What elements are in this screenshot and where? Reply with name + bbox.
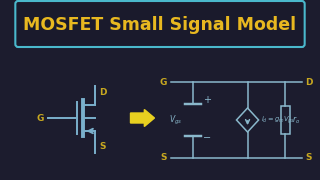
FancyArrow shape [131,109,155,127]
Text: S: S [99,142,106,151]
Text: $V_{gs}$: $V_{gs}$ [169,113,182,127]
Text: $r_o$: $r_o$ [292,114,300,126]
Text: S: S [160,154,166,163]
Text: G: G [159,78,166,87]
Text: G: G [36,114,44,123]
Text: D: D [306,78,313,87]
Text: −: − [203,133,212,143]
Text: D: D [99,88,107,97]
Text: S: S [306,154,312,163]
Text: $i_d = g_m V_{gs}$: $i_d = g_m V_{gs}$ [261,114,295,126]
FancyBboxPatch shape [15,1,305,47]
Text: +: + [203,95,211,105]
Text: MOSFET Small Signal Model: MOSFET Small Signal Model [23,16,297,34]
Bar [281,106,290,134]
